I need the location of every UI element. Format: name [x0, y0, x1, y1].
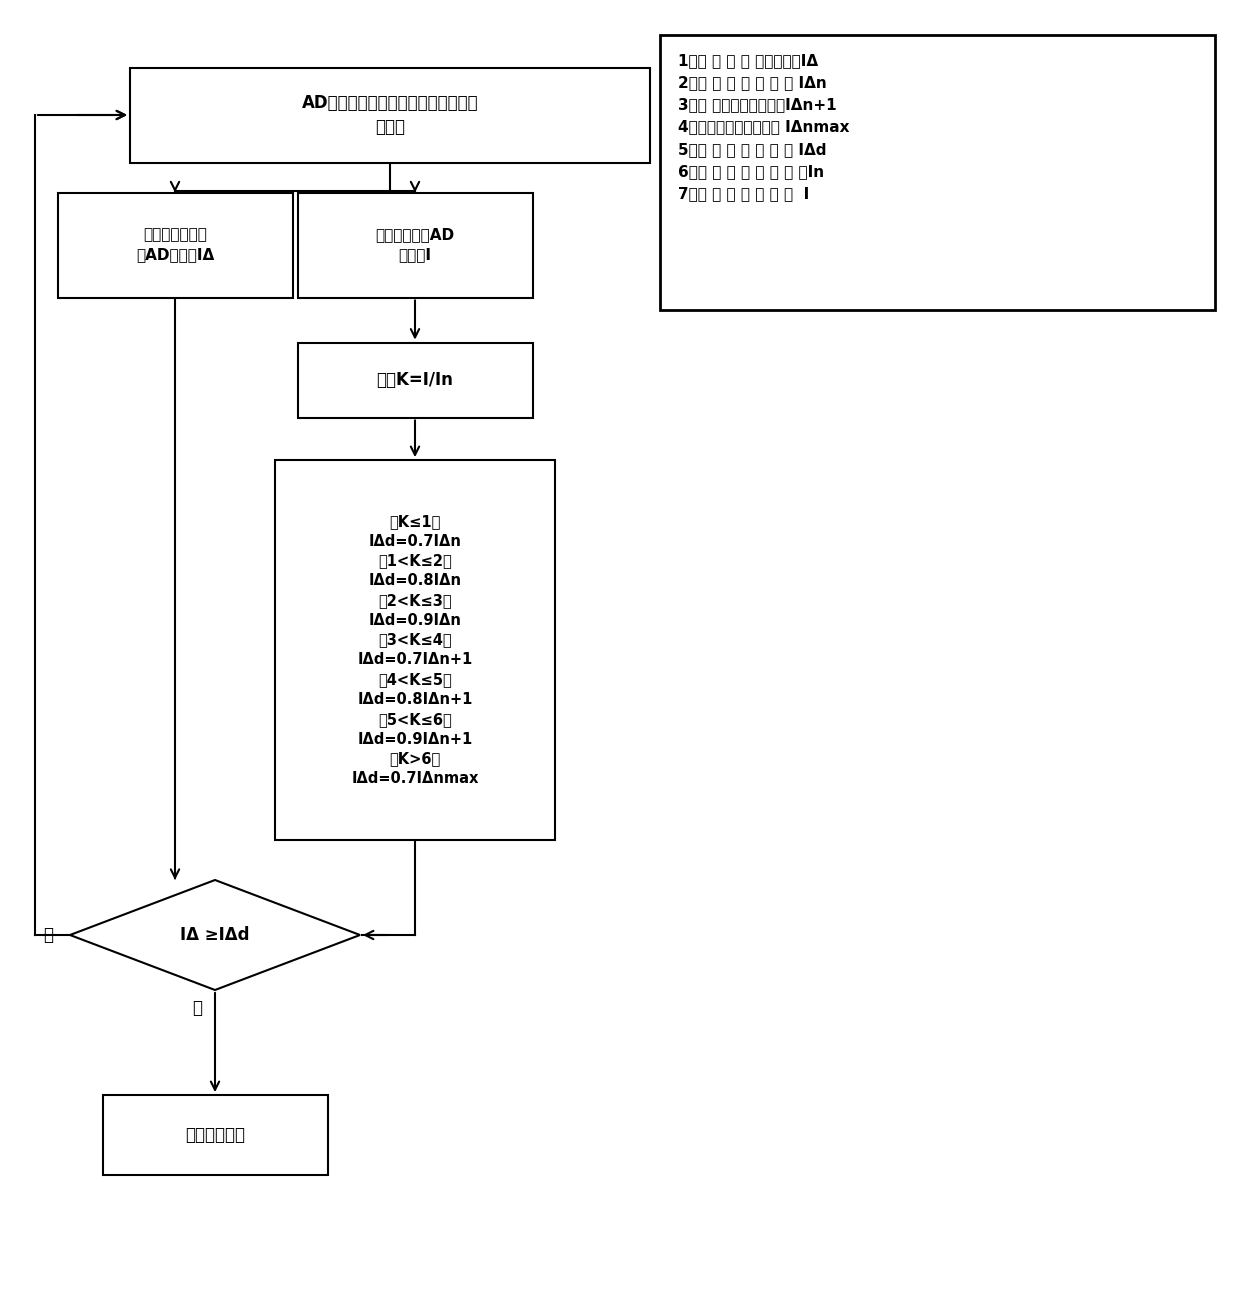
Bar	[57, 192, 293, 298]
Bar	[298, 343, 532, 418]
Text: AD采样，对线路中电流、剩余电流进
行采样: AD采样，对线路中电流、剩余电流进 行采样	[301, 94, 479, 135]
Bar	[130, 67, 650, 163]
Bar	[275, 461, 556, 840]
Text: 否: 否	[43, 926, 53, 944]
Text: IΔ ≥IΔd: IΔ ≥IΔd	[180, 926, 249, 944]
Text: 对剩余电流采样
的AD，计算IΔ: 对剩余电流采样 的AD，计算IΔ	[136, 227, 215, 262]
Bar	[660, 35, 1215, 310]
Text: 计算K=I/In: 计算K=I/In	[377, 372, 454, 390]
Bar	[103, 1095, 327, 1175]
Text: 1、线 路 中 实 际剩余电流IΔ
2、剩 余 电 流 设 定 値 IΔn
3、下 级剩余电流设定値IΔn+1
4、剩余电流最大设定値 IΔnmax
5、剩 余: 1、线 路 中 实 际剩余电流IΔ 2、剩 余 电 流 设 定 値 IΔn 3、…	[678, 53, 849, 201]
Polygon shape	[69, 880, 360, 989]
Text: 剩余电流动作: 剩余电流动作	[185, 1126, 246, 1144]
Bar	[298, 192, 532, 298]
Text: 是: 是	[192, 998, 202, 1017]
Text: （K≤1）
IΔd=0.7IΔn
（1<K≤2）
IΔd=0.8IΔn
（2<K≤3）
IΔd=0.9IΔn
（3<K≤4）
IΔd=0.7IΔn+1
（4<K: （K≤1） IΔd=0.7IΔn （1<K≤2） IΔd=0.8IΔn （2<K…	[351, 513, 479, 786]
Text: 对电流采样的AD
，计算I: 对电流采样的AD ，计算I	[376, 227, 455, 262]
